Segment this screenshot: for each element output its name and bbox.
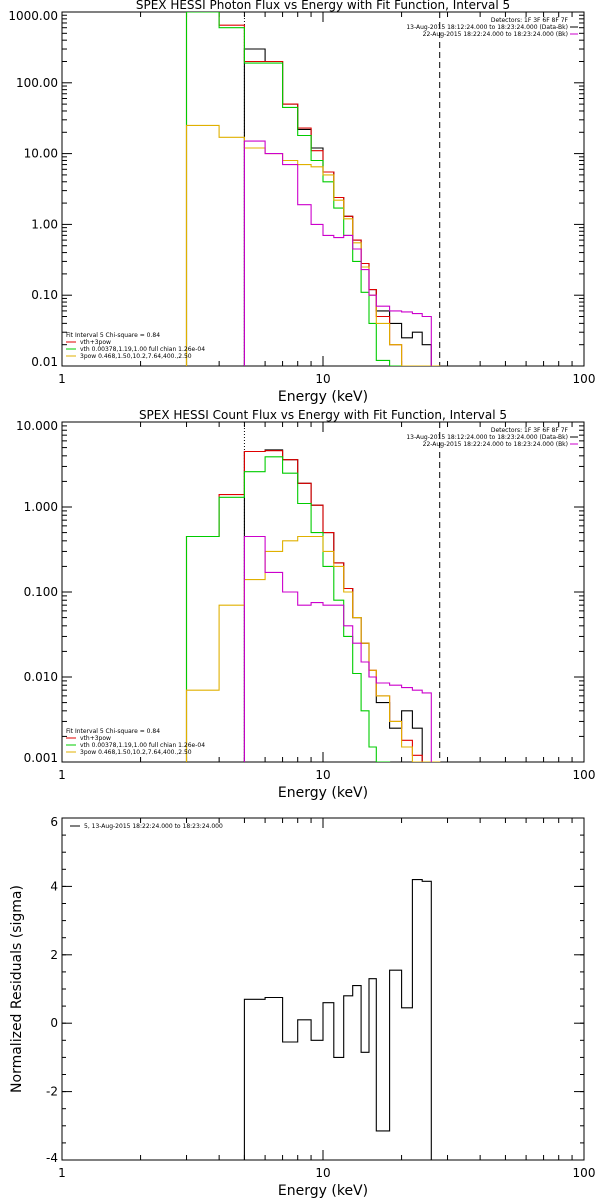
y-axis-label: Normalized Residuals (sigma)	[9, 885, 25, 1093]
legend-entry: 13-Aug-2015 18:12:24.000 to 18:23:24.000…	[406, 434, 568, 441]
legend-entry: Detectors: 1F 3F 6F 8F 7F	[491, 17, 569, 24]
legend-entry: Fit Interval 5 Chi-square = 0.84	[66, 728, 160, 735]
y-tick-label: 6	[50, 815, 58, 829]
chart-title: SPEX HESSI Photon Flux vs Energy with Fi…	[136, 0, 510, 12]
x-tick-label: 100	[573, 372, 596, 386]
y-axis: 0.01 0.10 1.00 10.00 100.00 1000.00	[8, 9, 584, 369]
legend-top: 5, 13-Aug-2015 18:22:24.000 to 18:23:24.…	[70, 823, 223, 830]
series-line-4	[243, 535, 432, 762]
legend-entry: 22-Aug-2015 18:22:24.000 to 18:23:24.000…	[423, 441, 568, 448]
y-tick-label: 0.100	[24, 585, 58, 599]
x-axis-label: Energy (keV)	[278, 1183, 368, 1199]
x-tick-label: 10	[315, 768, 330, 782]
y-tick-label: 10.00	[24, 147, 58, 161]
y-tick-label: 10.000	[16, 419, 58, 433]
legend-entry: 13-Aug-2015 18:12:24.000 to 18:23:24.000…	[406, 24, 568, 31]
series-line-0	[243, 449, 423, 762]
legend-entry: Detectors: 1F 3F 6F 8F 7F	[491, 427, 569, 434]
series-line-2	[185, 456, 391, 762]
legend-bottom: Fit Interval 5 Chi-square = 0.84vth+3pow…	[66, 332, 205, 360]
x-tick-label: 1	[58, 1166, 66, 1180]
x-tick-label: 10	[315, 372, 330, 386]
y-tick-label: 4	[50, 879, 58, 893]
legend-entry: Fit Interval 5 Chi-square = 0.84	[66, 332, 160, 339]
y-tick-label: -2	[46, 1085, 58, 1099]
legend-entry: 22-Aug-2015 18:22:24.000 to 18:23:24.000…	[423, 31, 568, 38]
series-line-0	[243, 879, 432, 1160]
x-tick-label: 10	[315, 1166, 330, 1180]
y-tick-label: 2	[50, 948, 58, 962]
y-tick-label: 1.000	[24, 500, 58, 514]
legend-entry: vth 0.00378,1.19,1.00 full chian 1.26e-0…	[80, 346, 205, 353]
series-line-3	[185, 535, 441, 762]
y-tick-label: -4	[46, 1151, 58, 1165]
x-tick-label: 1	[58, 768, 66, 782]
y-tick-label: 0.10	[31, 288, 58, 302]
residuals-panel: 1 10 100 Energy (keV) -4 -2 0 2 4 6 Normalized Res…	[9, 815, 595, 1199]
legend-entry: 3pow 0.468,1.50,10.2,7.64,400.,2.50	[80, 353, 192, 360]
x-tick-label: 1	[58, 372, 66, 386]
legend-entry: 3pow 0.468,1.50,10.2,7.64,400.,2.50	[80, 749, 192, 756]
series-line-2	[185, 12, 403, 366]
legend-bottom: Fit Interval 5 Chi-square = 0.84vth+3pow…	[66, 728, 205, 756]
y-tick-label: 100.00	[16, 76, 58, 90]
legend-entry: 5, 13-Aug-2015 18:22:24.000 to 18:23:24.…	[84, 823, 223, 830]
y-tick-label: 1000.00	[8, 9, 58, 23]
x-axis: 1 10 100	[58, 818, 595, 1180]
y-tick-label: 0.010	[24, 670, 58, 684]
plot-frame	[61, 421, 585, 763]
x-axis: 1 10 100	[58, 12, 595, 386]
legend-entry: vth 0.00378,1.19,1.00 full chian 1.26e-0…	[80, 742, 205, 749]
plot-frame	[61, 11, 585, 367]
series-line-1	[185, 12, 441, 366]
x-tick-label: 100	[573, 768, 596, 782]
legend-entry: vth+3pow	[80, 735, 111, 742]
count-flux-panel: SPEX HESSI Count Flux vs Energy with Fit…	[16, 408, 595, 801]
plot-frame	[61, 817, 585, 1161]
y-tick-label: 0	[50, 1016, 58, 1030]
legend-entry: vth+3pow	[80, 339, 111, 346]
photon-flux-panel: SPEX HESSI Photon Flux vs Energy with Fi…	[8, 0, 595, 405]
y-tick-label: 0.001	[24, 751, 58, 765]
y-tick-label: 1.00	[31, 217, 58, 231]
series-line-4	[243, 140, 432, 366]
y-axis: -4 -2 0 2 4 6	[46, 815, 584, 1165]
y-axis: 0.001 0.010 0.100 1.000 10.000	[16, 419, 584, 765]
x-tick-label: 100	[573, 1166, 596, 1180]
chart-title: SPEX HESSI Count Flux vs Energy with Fit…	[139, 408, 507, 422]
y-tick-label: 0.01	[31, 355, 58, 369]
x-axis-label: Energy (keV)	[278, 389, 368, 405]
x-axis-label: Energy (keV)	[278, 785, 368, 801]
